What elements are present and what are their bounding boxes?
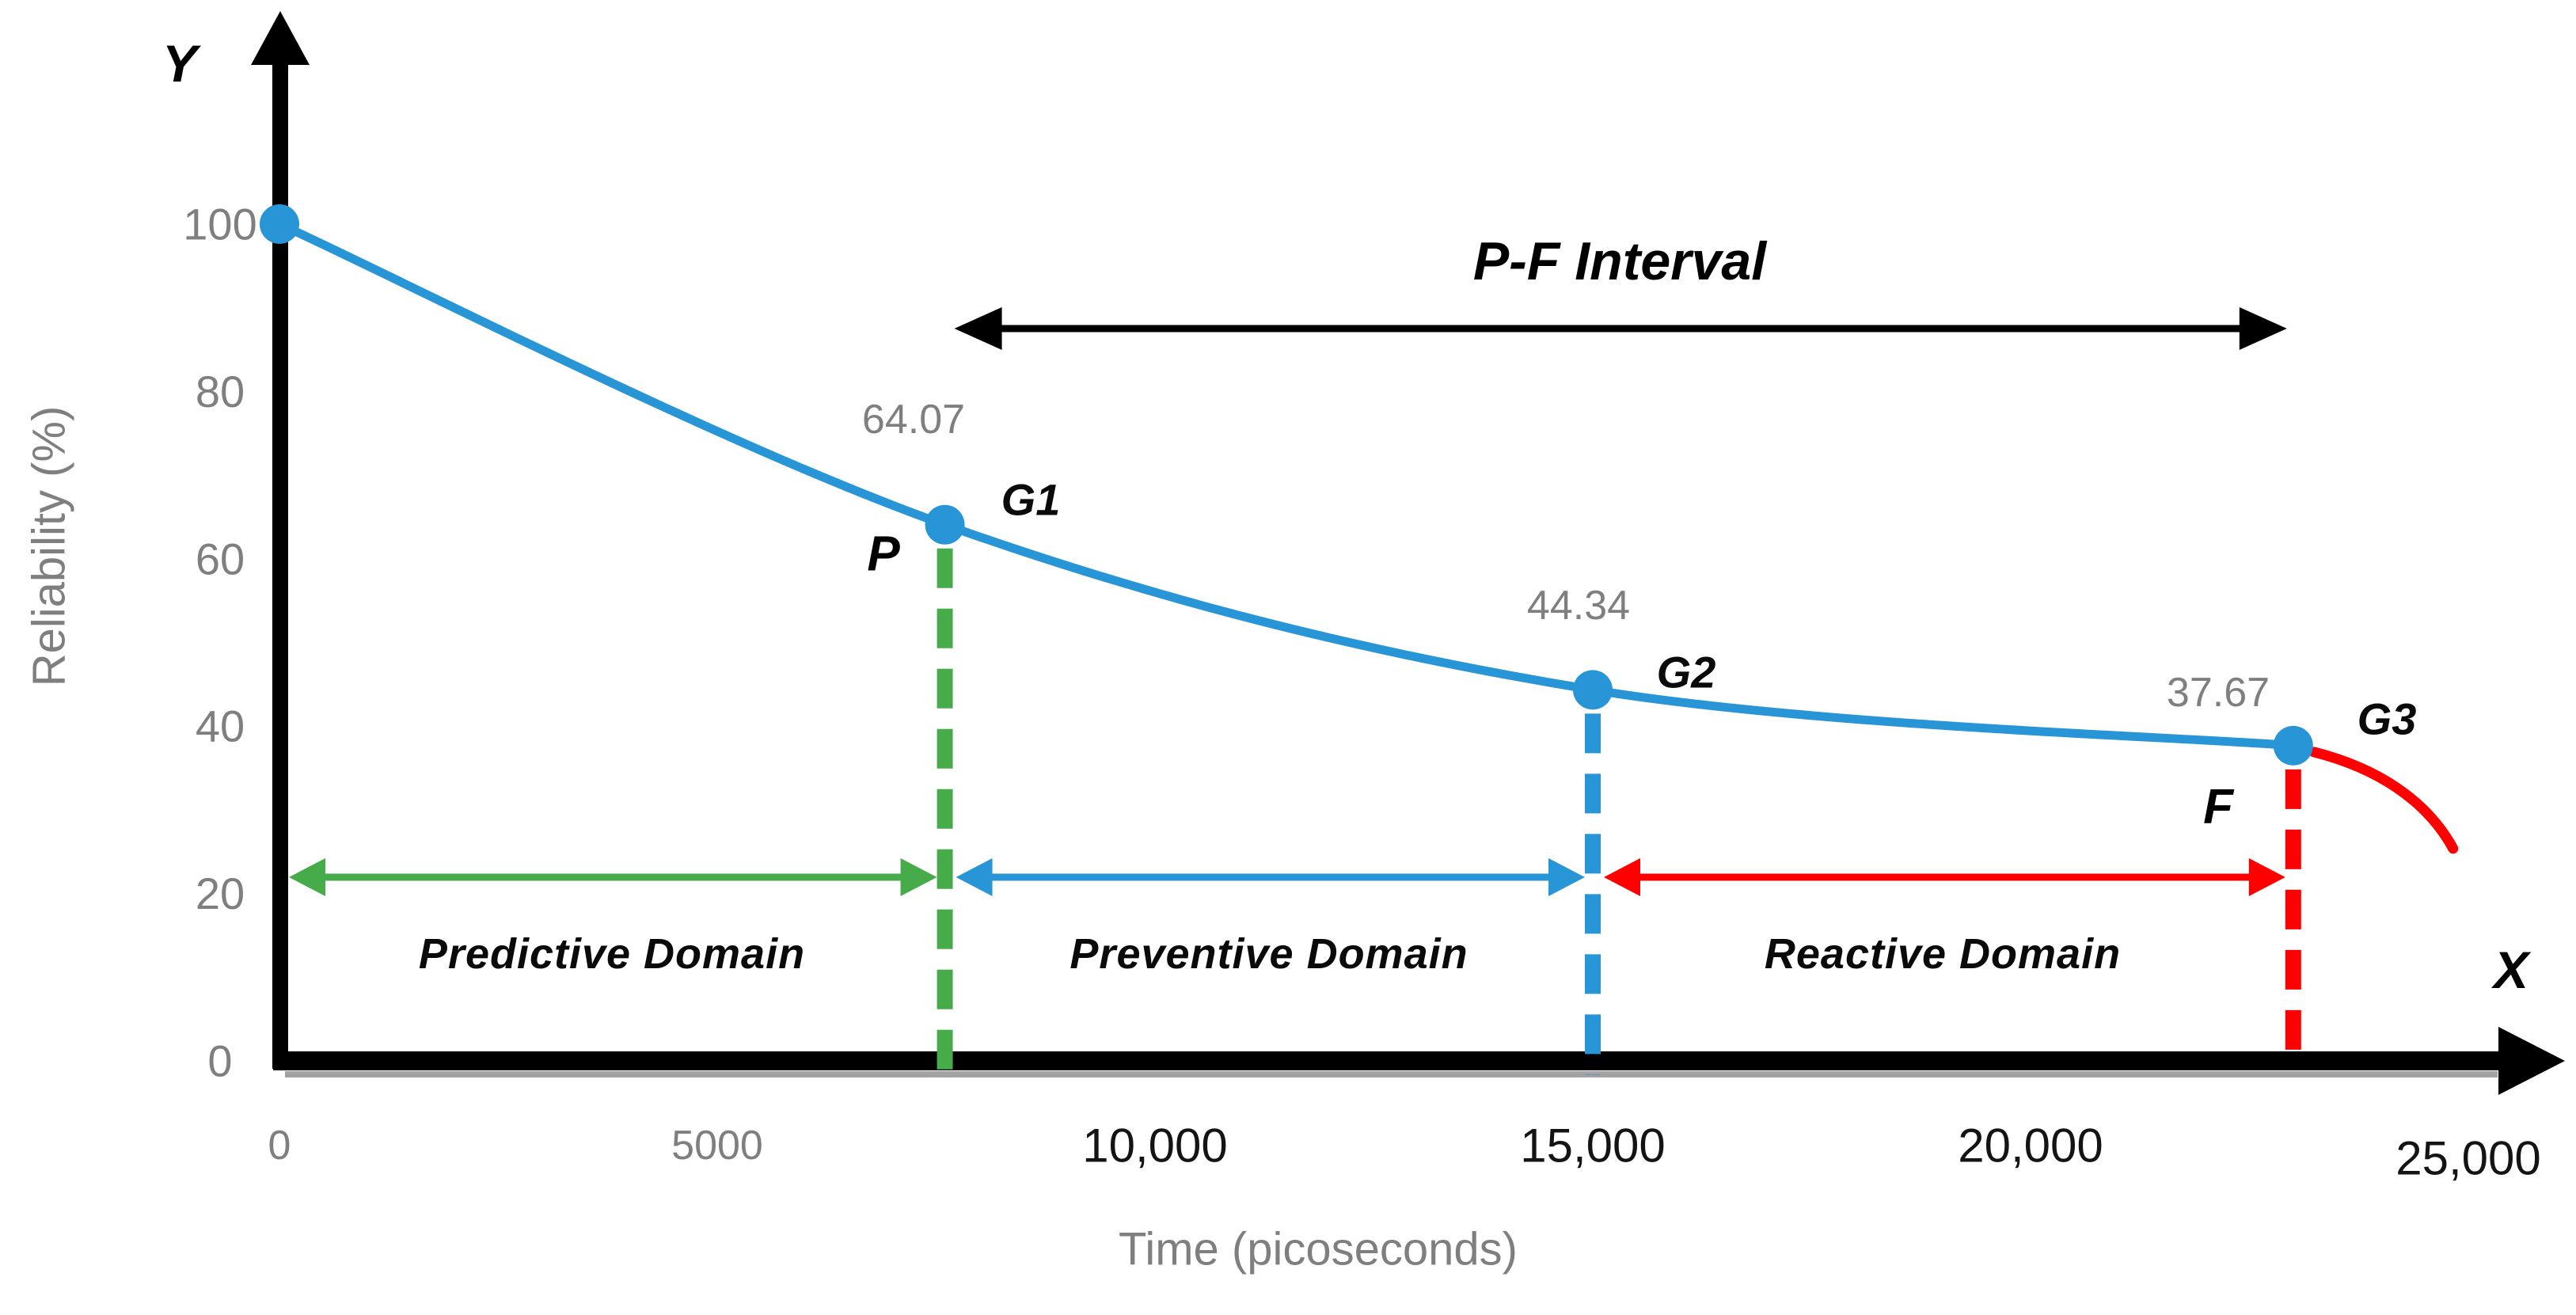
reliability-curve bbox=[275, 219, 2298, 751]
y-tick-label: 60 bbox=[196, 534, 245, 583]
pf-interval-label: P-F Interval bbox=[1473, 231, 1768, 291]
x-tick-label: 0 bbox=[268, 1123, 291, 1169]
dashed-marker-lines bbox=[937, 548, 2301, 1075]
x-tick-label: 5000 bbox=[671, 1123, 763, 1169]
domain-arrow-left-arrowhead bbox=[289, 858, 325, 896]
point-value-g2: 44.34 bbox=[1527, 583, 1630, 629]
x-tick-labels: 0 5000 10,000 15,000 20,000 25,000 bbox=[268, 1119, 2541, 1185]
data-point-dot bbox=[1573, 670, 1613, 710]
y-tick-label: 40 bbox=[196, 701, 245, 751]
data-point-dot bbox=[925, 504, 965, 545]
curves bbox=[275, 219, 2459, 854]
failure-curve bbox=[2308, 747, 2459, 854]
y-tick-label: 20 bbox=[196, 868, 245, 918]
y-tick-label: 0 bbox=[207, 1036, 232, 1086]
y-axis-letter: Y bbox=[162, 34, 201, 93]
y-tick-labels: 0 20 40 60 80 100 bbox=[183, 200, 256, 1086]
gate-label-g1: G1 bbox=[1001, 475, 1061, 525]
functional-failure-letter-f: F bbox=[2203, 780, 2235, 834]
domain-arrow-right-arrowhead bbox=[2248, 858, 2285, 896]
point-value-g1: 64.07 bbox=[862, 397, 965, 443]
data-point-dots bbox=[260, 204, 2313, 766]
x-axis-arrowhead bbox=[2498, 1027, 2565, 1095]
domain-arrow-right-arrowhead bbox=[900, 858, 937, 896]
gate-label-g2: G2 bbox=[1657, 648, 1716, 697]
domain-arrow-right-arrowhead bbox=[1548, 858, 1585, 896]
domain-arrow-left-arrowhead bbox=[956, 858, 993, 896]
reactive-domain-label: Reactive Domain bbox=[1765, 930, 2121, 978]
data-point-dot bbox=[260, 204, 299, 244]
potential-failure-letter-p: P bbox=[867, 527, 900, 582]
x-tick-label: 25,000 bbox=[2396, 1132, 2541, 1185]
pf-interval-arrow-right-arrowhead bbox=[2239, 307, 2287, 350]
y-tick-label: 80 bbox=[196, 367, 245, 416]
y-tick-label: 100 bbox=[183, 200, 256, 249]
domain-arrow-left-arrowhead bbox=[1604, 858, 1640, 896]
predictive-domain-label: Predictive Domain bbox=[419, 930, 805, 978]
domain-arrows bbox=[289, 858, 2285, 896]
x-tick-label: 20,000 bbox=[1958, 1119, 2103, 1172]
pf-interval-arrow bbox=[954, 307, 2287, 350]
data-point-dot bbox=[2273, 725, 2313, 766]
x-tick-label: 10,000 bbox=[1082, 1119, 1228, 1172]
x-tick-label: 15,000 bbox=[1520, 1119, 1666, 1172]
x-axis-letter: X bbox=[2491, 941, 2532, 999]
y-axis-arrowhead bbox=[251, 11, 310, 65]
x-axis-title: Time (picoseconds) bbox=[1119, 1224, 1518, 1275]
gate-label-g3: G3 bbox=[2358, 694, 2417, 744]
preventive-domain-label: Preventive Domain bbox=[1070, 930, 1468, 978]
y-axis-title: Reliability (%) bbox=[24, 406, 75, 687]
pf-interval-arrow-left-arrowhead bbox=[954, 307, 1002, 350]
point-value-g3: 37.67 bbox=[2167, 670, 2270, 716]
